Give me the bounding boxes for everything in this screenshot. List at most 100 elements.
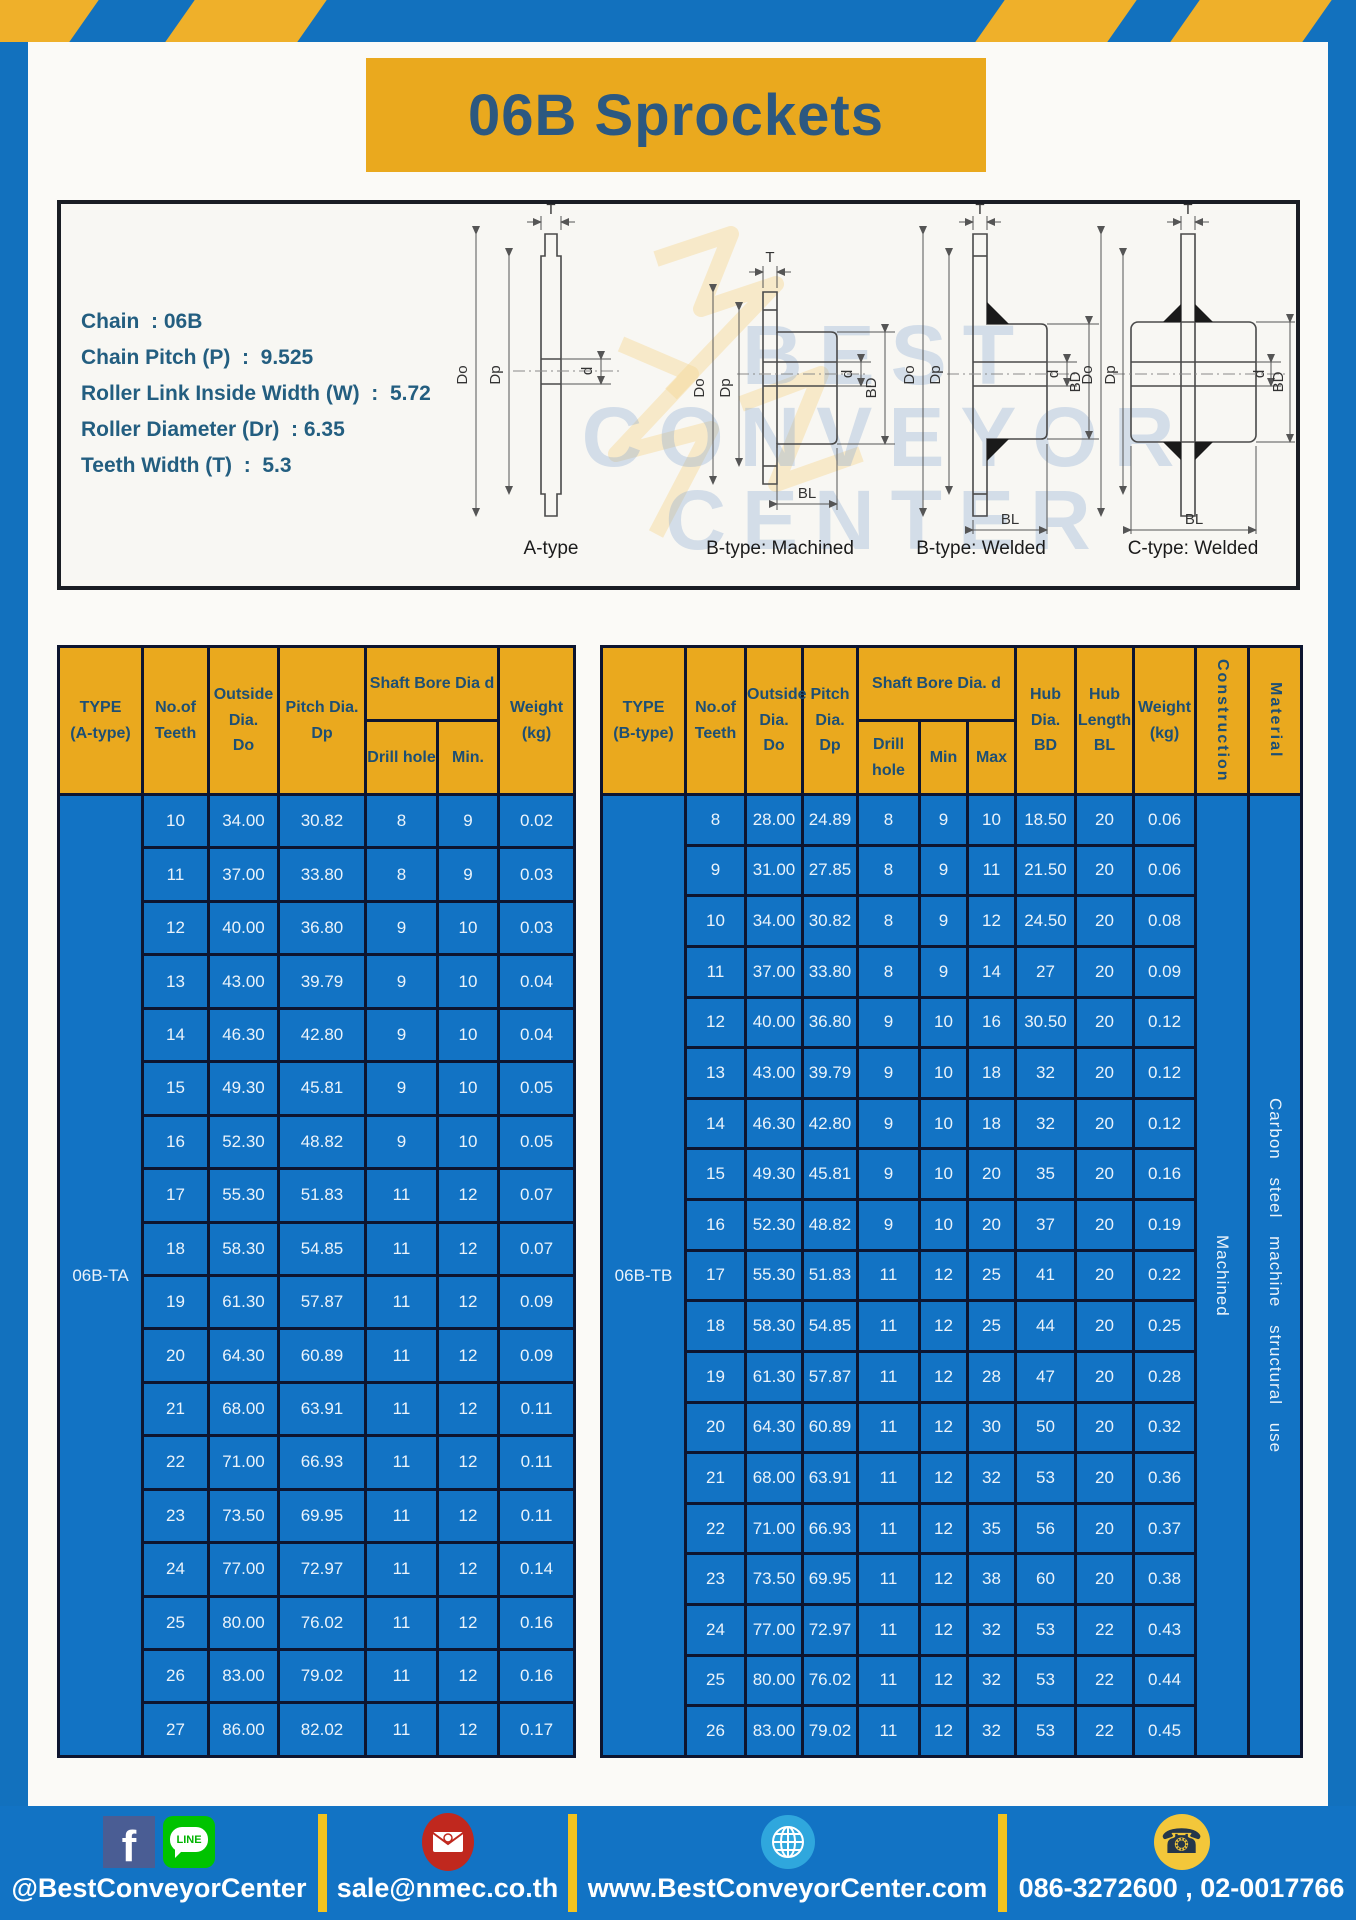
table-cell: 34.00 [207, 792, 280, 850]
table-cell: 12 [918, 1501, 969, 1556]
dim-label-do: Do [454, 365, 471, 384]
table-cell: 25 [684, 1653, 747, 1708]
table-cell: 61.30 [207, 1273, 280, 1331]
table-cell: 0.11 [497, 1434, 576, 1491]
table-cell: 53 [1014, 1653, 1077, 1708]
table-cell: 11 [141, 846, 210, 903]
diagram-panel: BEST CONVEYOR CENTER Chain : 06B Chain P… [57, 200, 1300, 590]
table-cell: 0.09 [497, 1273, 576, 1331]
col-header-type: TYPE (A-type) [57, 645, 144, 796]
table-cell: 80.00 [207, 1594, 280, 1652]
table-cell: 22 [141, 1434, 210, 1491]
watermark-line: CONVEYOR [581, 390, 1191, 485]
table-cell: 0.16 [497, 1594, 576, 1652]
dim-label-d: d [1251, 370, 1268, 378]
table-cell: 27.85 [801, 843, 859, 898]
phone-numbers[interactable]: 086-3272600 , 02-0017766 [1018, 1873, 1345, 1903]
table-cell: 12 [436, 1167, 500, 1224]
col-header-shaft-bore: Shaft Bore Dia d [364, 645, 500, 722]
table-cell: 12 [436, 1273, 500, 1331]
stripe-decoration [159, 0, 333, 42]
table-cell: 9 [856, 1096, 921, 1151]
table-cell: 63.91 [801, 1451, 859, 1505]
table-cell: 0.16 [497, 1647, 576, 1705]
dim-label-dp: Dp [927, 365, 944, 384]
dim-label-do: Do [691, 378, 708, 397]
website-url[interactable]: www.BestConveyorCenter.com [587, 1873, 988, 1903]
col-header-drill-hole: Drill hole [364, 719, 439, 796]
table-cell: 20 [1074, 1299, 1135, 1353]
table-cell: 0.28 [1132, 1349, 1197, 1404]
table-cell: 8 [364, 846, 439, 903]
table-row: 19 61.30 57.87 11 12 28 47 20 0.28 [602, 1349, 1302, 1404]
globe-icon[interactable] [760, 1815, 815, 1869]
table-cell: 13 [141, 953, 210, 1010]
email-icon[interactable] [421, 1813, 474, 1871]
table-cell: 12 [918, 1704, 969, 1758]
table-cell: 12 [436, 1541, 500, 1598]
social-handle[interactable]: @BestConveyorCenter [11, 1873, 307, 1903]
table-cell: 20 [1074, 944, 1135, 999]
table-row: 06B-TA 10 34.00 30.82 8 9 0.02 [57, 792, 576, 1758]
table-cell: 63.91 [277, 1380, 367, 1438]
table-cell: 8 [364, 792, 439, 850]
table-cell: 18 [966, 1096, 1017, 1151]
table-row: 15 49.30 45.81 9 10 20 35 20 0.16 [602, 1147, 1302, 1201]
table-cell: 12 [436, 1701, 500, 1758]
table-cell: 11 [856, 1400, 921, 1455]
table-cell: 0.19 [1132, 1198, 1197, 1252]
chain-specs: Chain : 06B Chain Pitch (P) : 9.525 Roll… [81, 304, 431, 484]
table-row: 14 46.30 42.80 9 10 0.04 [59, 1006, 576, 1064]
table-cell: 11 [364, 1167, 439, 1224]
table-cell: 0.07 [497, 1167, 576, 1224]
line-icon[interactable]: LINE [163, 1816, 215, 1868]
table-cell: 0.06 [1132, 793, 1197, 847]
col-header-weight: Weight (kg) [497, 645, 576, 796]
table-cell: 0.16 [1132, 1147, 1197, 1201]
table-cell: 48.82 [277, 1113, 367, 1171]
email-address[interactable]: sale@nmec.co.th [336, 1873, 559, 1903]
table-cell: 0.43 [1132, 1603, 1197, 1657]
table-cell: 14 [684, 1096, 747, 1151]
phone-icon[interactable]: ☎ [1153, 1814, 1210, 1870]
dim-label-t: T [975, 204, 984, 218]
table-cell: 32 [966, 1451, 1017, 1505]
table-cell: 9 [856, 1046, 921, 1100]
facebook-icon[interactable]: f [103, 1816, 155, 1868]
dim-label-t: T [546, 204, 555, 218]
page-title: 06B Sprockets [468, 82, 884, 148]
table-cell: 9 [364, 1060, 439, 1117]
table-cell: 82.02 [277, 1701, 367, 1758]
spec-line: Chain Pitch (P) : 9.525 [81, 346, 314, 369]
table-cell: 20 [141, 1327, 210, 1384]
table-cell: 45.81 [277, 1060, 367, 1117]
footer-divider [568, 1814, 577, 1912]
table-cell: 20 [966, 1147, 1017, 1201]
table-row: 16 52.30 48.82 9 10 20 37 20 0.19 [602, 1198, 1302, 1252]
table-cell: 12 [918, 1552, 969, 1606]
table-cell: 9 [684, 843, 747, 898]
table-row: 06B-TB 8 28.00 24.89 8 9 10 18.50 20 0.06 Machined… [600, 793, 1303, 1758]
table-cell: 0.05 [497, 1113, 576, 1171]
table-a-type: TYPE (A-type) No.of Teeth Outside Dia. D… [57, 645, 576, 1758]
table-cell: 9 [364, 899, 439, 957]
table-cell: 83.00 [744, 1704, 804, 1758]
table-cell: 46.30 [744, 1096, 804, 1151]
spec-line: Teeth Width (T) : 5.3 [81, 454, 292, 477]
table-cell: 0.22 [1132, 1248, 1197, 1303]
table-row: 22 71.00 66.93 11 12 0.11 [59, 1434, 576, 1491]
table-cell: 12 [436, 1220, 500, 1277]
table-row: 13 43.00 39.79 9 10 0.04 [59, 953, 576, 1010]
table-cell: 30.82 [277, 792, 367, 850]
col-header-pitch: Pitch Dia. Dp [801, 645, 859, 796]
table-cell: 20 [1074, 1198, 1135, 1252]
table-row: 26 83.00 79.02 11 12 32 53 22 0.45 [602, 1704, 1302, 1758]
dim-label-dp: Dp [717, 378, 734, 397]
table-cell: 11 [856, 1603, 921, 1657]
table-cell: 0.14 [497, 1541, 576, 1598]
table-cell: 53 [1014, 1451, 1077, 1505]
table-row: 10 34.00 30.82 8 9 12 24.50 20 0.08 [602, 894, 1302, 948]
table-cell: 20 [1074, 1451, 1135, 1505]
type-label-cell: 06B-TA [57, 793, 144, 1758]
table-cell: 8 [856, 793, 921, 847]
